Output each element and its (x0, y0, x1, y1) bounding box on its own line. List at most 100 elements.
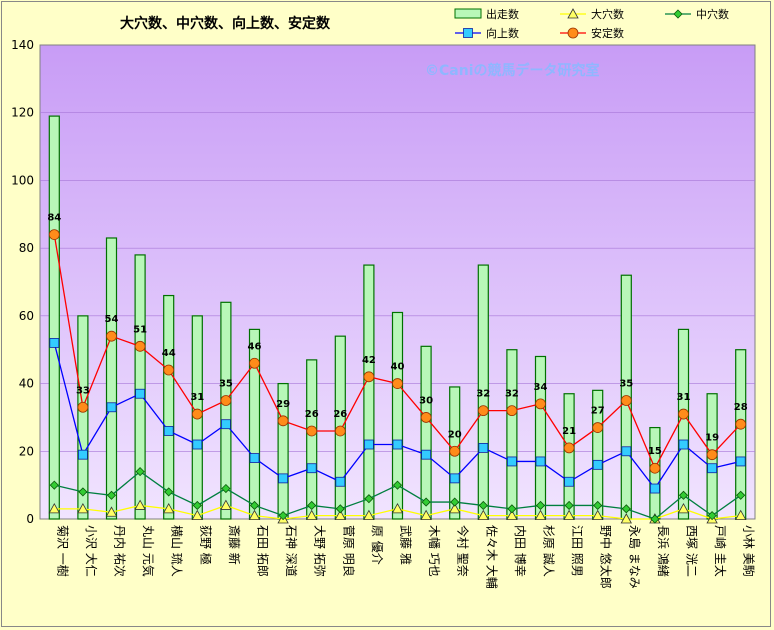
x-tick-label: 今村 聖奈 (456, 525, 471, 577)
marker-diamond (593, 500, 603, 511)
marker-triangle (334, 509, 346, 521)
marker-triangle (477, 509, 489, 521)
marker-diamond (673, 9, 683, 19)
legend-label: 出走数 (486, 7, 519, 21)
y-tick-label: 20 (19, 444, 34, 458)
x-axis-labels: 菊沢 一樹 小沢 大仁 丹内 祐次 丸山 元気 横山 琉人 荻野 極斎藤 新石田 拓郎 石神… (55, 525, 755, 589)
marker-circle (277, 415, 289, 427)
marker-diamond (507, 504, 517, 514)
marker-diamond (535, 500, 546, 511)
marker-diamond (335, 504, 345, 514)
data-label: 35 (219, 379, 233, 390)
marker-triangle (191, 509, 203, 521)
bar (677, 328, 690, 520)
marker-square (506, 456, 517, 467)
y-axis: 0 20 40 60 80 100 120 140 (11, 38, 34, 526)
marker-circle (449, 445, 461, 457)
bar (48, 115, 60, 520)
marker-square (650, 483, 660, 494)
x-tick-label: 石神 深道 (284, 525, 298, 577)
bar (391, 311, 404, 520)
bar (220, 301, 232, 520)
marker-diamond (478, 500, 488, 511)
x-tick-label: 荻野 極 (198, 525, 213, 565)
data-label: 34 (534, 382, 548, 393)
x-tick-label: 丸山 元気 (141, 525, 156, 577)
marker-square (220, 419, 231, 430)
data-label: 21 (562, 426, 576, 437)
x-tick-label: 野中 悠太郎 (599, 525, 614, 589)
x-tick-label: 小林 美駒 (742, 525, 756, 577)
y-tick-label: 140 (11, 38, 34, 52)
marker-circle (163, 364, 175, 376)
marker-square (335, 476, 346, 487)
marker-circle (477, 405, 489, 417)
x-tick-label: 永島 まなみ (627, 525, 642, 589)
bar (363, 264, 375, 520)
marker-diamond (78, 487, 88, 497)
marker-triangle (677, 503, 690, 514)
marker-square (463, 28, 473, 38)
marker-diamond (450, 497, 460, 507)
bar (248, 328, 261, 520)
watermark: ©Caniの競馬データ研究室 (425, 62, 600, 79)
x-tick-label: 小沢 大仁 (84, 525, 98, 577)
marker-circle (48, 229, 60, 241)
bar (534, 355, 547, 520)
marker-square (106, 402, 117, 413)
data-label: 54 (105, 314, 119, 325)
data-label: 20 (448, 429, 462, 440)
marker-square (421, 449, 432, 460)
marker-triangle (735, 509, 747, 521)
data-label: 40 (391, 362, 405, 373)
marker-diamond (249, 500, 260, 511)
bar (77, 315, 89, 520)
data-label: 27 (591, 406, 605, 417)
marker-triangle (420, 509, 432, 521)
bar (105, 237, 118, 520)
marker-triangle (449, 503, 461, 514)
marker-square (478, 442, 489, 453)
marker-triangle (563, 509, 575, 521)
x-tick-label: 石田 拓郎 (256, 525, 270, 577)
marker-diamond (392, 480, 403, 490)
marker-square (392, 439, 403, 450)
data-label: 28 (734, 402, 748, 413)
bar (506, 349, 518, 520)
marker-square (363, 439, 374, 450)
marker-square (707, 463, 717, 474)
marker-triangle (620, 513, 632, 524)
y-tick-label: 80 (19, 241, 34, 255)
marker-triangle (134, 499, 146, 510)
marker-diamond (364, 494, 374, 504)
marker-triangle (248, 509, 261, 521)
data-label: 44 (162, 348, 176, 359)
data-label: 51 (133, 324, 147, 335)
marker-triangle (220, 499, 232, 510)
legend-label: 大穴数 (591, 7, 624, 21)
data-labels: 84 33 54 51 44 31 35 46 29 26 26 42 40 30 20 32 32 34 21 27… (47, 213, 747, 458)
marker-square (592, 459, 603, 470)
x-tick-label: 西塚 洸二 (685, 525, 699, 577)
marker-square (535, 456, 546, 467)
x-tick-label: 佐々木 大輔 (484, 525, 498, 589)
marker-diamond (621, 504, 631, 514)
marker-circle (420, 412, 432, 423)
data-label: 26 (305, 409, 319, 420)
marker-square (306, 463, 317, 474)
marker-square (78, 449, 88, 460)
bar (563, 393, 575, 520)
marker-diamond (307, 500, 317, 511)
legend-label: 安定数 (591, 26, 624, 40)
marker-circle (106, 330, 117, 342)
data-label: 31 (190, 392, 204, 403)
marker-diamond (650, 514, 660, 524)
marker-circle (506, 405, 518, 417)
marker-diamond (221, 483, 231, 494)
marker-circle (77, 401, 89, 413)
marker-square (135, 388, 146, 399)
marker-square (621, 446, 632, 457)
marker-circle (535, 398, 546, 410)
